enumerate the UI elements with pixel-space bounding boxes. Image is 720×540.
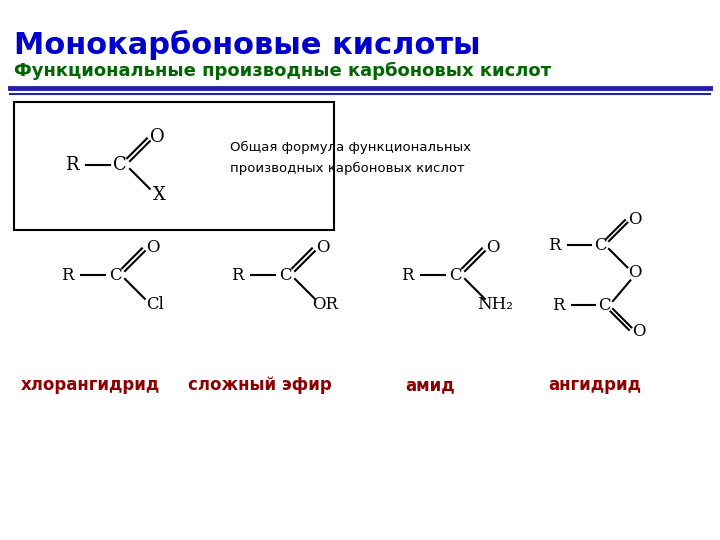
Text: C: C (113, 156, 127, 174)
Text: R: R (66, 156, 78, 174)
Text: амид: амид (405, 376, 455, 394)
Text: хлорангидрид: хлорангидрид (20, 376, 160, 394)
Text: R: R (230, 267, 243, 284)
Text: O: O (631, 323, 645, 340)
Text: Общая формула функциональных
производных карбоновых кислот: Общая формула функциональных производных… (230, 141, 471, 174)
Text: O: O (628, 264, 641, 281)
Text: сложный эфир: сложный эфир (188, 376, 332, 394)
Bar (14, 102, 334, 230)
Text: C: C (594, 237, 606, 253)
Text: NH₂: NH₂ (477, 296, 513, 313)
Text: O: O (628, 211, 641, 228)
Text: C: C (109, 267, 121, 284)
Text: Cl: Cl (146, 296, 163, 313)
Text: R: R (401, 267, 413, 284)
Text: Монокарбоновые кислоты: Монокарбоновые кислоты (14, 30, 481, 60)
Text: C: C (279, 267, 292, 284)
Text: X: X (153, 186, 166, 204)
Text: OR: OR (312, 296, 338, 313)
Text: O: O (150, 128, 165, 146)
Text: O: O (486, 239, 500, 256)
Text: R: R (60, 267, 73, 284)
Text: R: R (552, 296, 564, 314)
Text: ангидрид: ангидрид (549, 376, 642, 394)
Text: C: C (449, 267, 462, 284)
Text: C: C (598, 296, 611, 314)
Text: R: R (548, 237, 560, 253)
Text: O: O (316, 239, 330, 256)
Text: Функциональные производные карбоновых кислот: Функциональные производные карбоновых ки… (14, 62, 551, 80)
Text: O: O (146, 239, 160, 256)
